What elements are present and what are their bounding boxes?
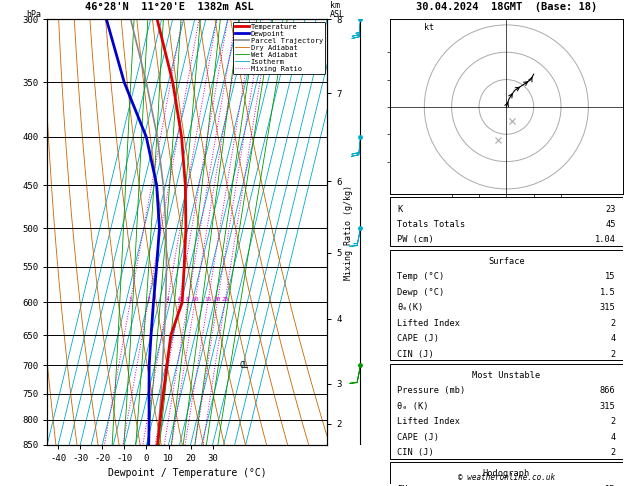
X-axis label: Dewpoint / Temperature (°C): Dewpoint / Temperature (°C) — [108, 469, 267, 478]
Text: 4: 4 — [611, 334, 616, 343]
Text: 315: 315 — [600, 402, 616, 411]
Text: Totals Totals: Totals Totals — [397, 220, 465, 229]
Text: 1: 1 — [128, 297, 132, 302]
Text: PW (cm): PW (cm) — [397, 236, 434, 244]
Text: CAPE (J): CAPE (J) — [397, 334, 439, 343]
Text: Surface: Surface — [488, 257, 525, 266]
Bar — [390, 250, 623, 360]
Text: 25: 25 — [221, 297, 229, 302]
Text: θₑ(K): θₑ(K) — [397, 303, 423, 312]
Bar — [390, 462, 623, 486]
Text: Temp (°C): Temp (°C) — [397, 272, 444, 281]
Text: 46°28'N  11°20'E  1382m ASL: 46°28'N 11°20'E 1382m ASL — [86, 2, 254, 13]
Text: θₑ (K): θₑ (K) — [397, 402, 428, 411]
Text: Most Unstable: Most Unstable — [472, 371, 540, 380]
Text: 315: 315 — [600, 303, 616, 312]
Text: 4: 4 — [611, 433, 616, 442]
Text: hPa: hPa — [26, 10, 41, 18]
Text: 6: 6 — [177, 297, 181, 302]
Text: 866: 866 — [600, 386, 616, 395]
Text: 2: 2 — [611, 417, 616, 426]
Text: 2: 2 — [146, 297, 150, 302]
Text: Pressure (mb): Pressure (mb) — [397, 386, 465, 395]
Text: Lifted Index: Lifted Index — [397, 319, 460, 328]
Text: CAPE (J): CAPE (J) — [397, 433, 439, 442]
Text: 30.04.2024  18GMT  (Base: 18): 30.04.2024 18GMT (Base: 18) — [416, 2, 597, 13]
Text: 20: 20 — [214, 297, 221, 302]
Text: 15: 15 — [605, 485, 616, 486]
Bar — [390, 197, 623, 246]
Text: EH: EH — [397, 485, 408, 486]
Text: kt: kt — [425, 23, 435, 33]
Text: CL: CL — [240, 361, 249, 370]
Y-axis label: Mixing Ratio (g/kg): Mixing Ratio (g/kg) — [344, 185, 353, 279]
Text: 2: 2 — [611, 319, 616, 328]
Text: Lifted Index: Lifted Index — [397, 417, 460, 426]
Text: 1.04: 1.04 — [595, 236, 616, 244]
Text: 45: 45 — [605, 220, 616, 229]
Text: 1.5: 1.5 — [600, 288, 616, 296]
Text: 10: 10 — [191, 297, 199, 302]
Text: CIN (J): CIN (J) — [397, 448, 434, 457]
Text: 15: 15 — [605, 272, 616, 281]
Text: CIN (J): CIN (J) — [397, 349, 434, 359]
Legend: Temperature, Dewpoint, Parcel Trajectory, Dry Adiabat, Wet Adiabat, Isotherm, Mi: Temperature, Dewpoint, Parcel Trajectory… — [233, 21, 325, 74]
Text: 4: 4 — [165, 297, 169, 302]
Text: 2: 2 — [611, 349, 616, 359]
Bar — [390, 364, 623, 459]
Text: 2: 2 — [611, 448, 616, 457]
Text: 23: 23 — [605, 205, 616, 213]
Text: K: K — [397, 205, 402, 213]
Text: Dewp (°C): Dewp (°C) — [397, 288, 444, 296]
Text: 8: 8 — [186, 297, 190, 302]
Text: © weatheronline.co.uk: © weatheronline.co.uk — [458, 473, 555, 482]
Text: 15: 15 — [204, 297, 211, 302]
Text: km
ASL: km ASL — [330, 1, 345, 18]
Text: Hodograph: Hodograph — [482, 469, 530, 478]
